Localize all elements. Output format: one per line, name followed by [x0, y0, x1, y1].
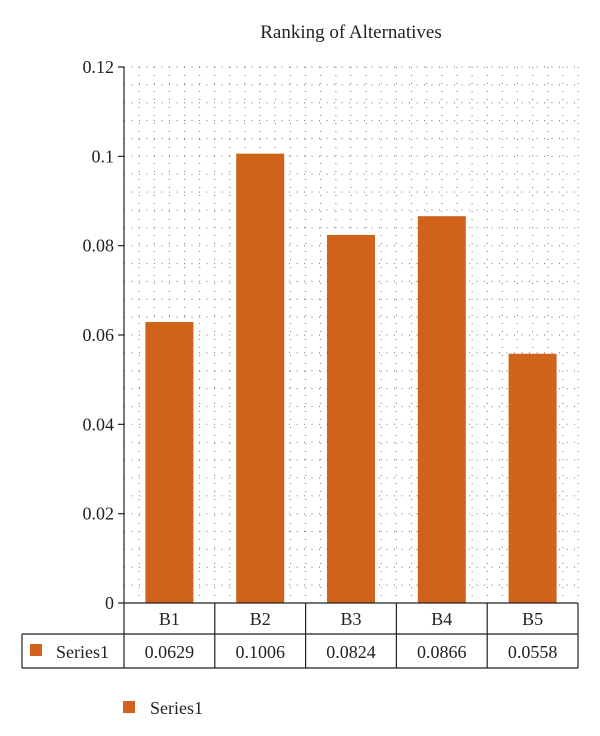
axes-layer: 0 0.02 0.04 0.06 0.08 0.1 0.12	[83, 57, 125, 613]
bar-B5	[508, 353, 557, 603]
table-value-cell: 0.0866	[417, 642, 467, 662]
legend-label: Series1	[150, 698, 203, 718]
y-tick-label: 0.06	[83, 325, 115, 345]
x-tick-label: B5	[522, 609, 543, 629]
grid-layer	[124, 66, 579, 603]
legend-swatch	[123, 701, 135, 713]
chart-title: Ranking of Alternatives	[260, 22, 442, 43]
y-tick-label: 0.12	[83, 57, 115, 77]
table-series-swatch	[30, 644, 42, 656]
x-tick-label: B3	[340, 609, 361, 629]
x-tick-label: B2	[250, 609, 271, 629]
bar-B4	[417, 216, 466, 604]
bar-B3	[327, 234, 375, 604]
bar-B1	[145, 322, 194, 603]
table-value-cell: 0.0558	[508, 642, 558, 662]
legend: Series1	[123, 698, 203, 718]
bar-B2	[236, 153, 285, 604]
table-value-cell: 0.0824	[326, 642, 376, 662]
table-series-label: Series1	[56, 642, 109, 662]
data-table: B1 0.0629 B2 0.1006 B3 0.0824 B4 0.0866 B5 0.0558…	[21, 602, 579, 669]
y-tick-label: 0.04	[83, 414, 115, 434]
table-value-cell: 0.1006	[235, 642, 285, 662]
y-tick-label: 0	[105, 593, 114, 613]
table-value-cell: 0.0629	[145, 642, 195, 662]
y-tick-label: 0.02	[83, 504, 115, 524]
x-tick-label: B4	[431, 609, 452, 629]
y-tick-label: 0.08	[83, 236, 115, 256]
x-tick-label: B1	[159, 609, 180, 629]
bars-layer	[145, 153, 557, 604]
y-tick-label: 0.1	[92, 146, 115, 166]
